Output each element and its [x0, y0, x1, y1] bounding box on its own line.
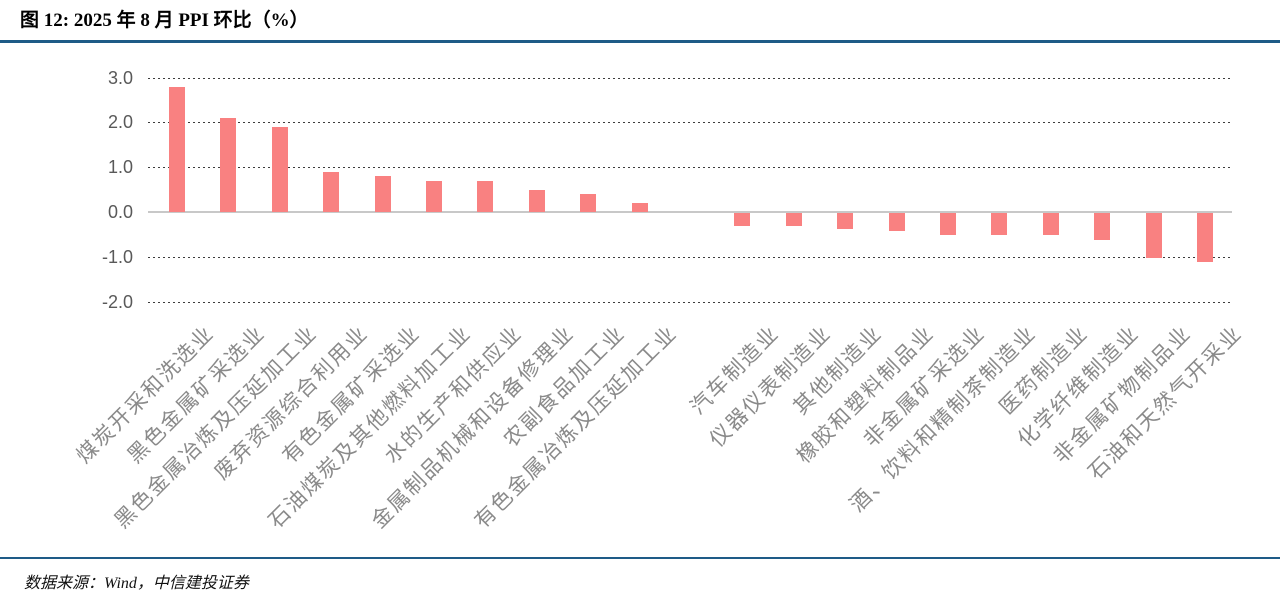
bar: [734, 213, 751, 227]
bar: [323, 171, 340, 212]
y-tick-label: -2.0: [101, 291, 133, 312]
bar: [1145, 213, 1162, 258]
y-tick-label: 1.0: [107, 157, 133, 178]
header-rule: [0, 40, 1280, 43]
figure-title: 图 12: 2025 年 8 月 PPI 环比（%）: [20, 10, 309, 31]
gridline: [148, 301, 1232, 303]
bar: [426, 180, 442, 212]
gridline: [148, 256, 1232, 258]
gridline: [148, 122, 1232, 124]
y-tick-label: -1.0: [101, 246, 133, 267]
bar: [220, 117, 237, 212]
bar: [940, 213, 956, 236]
bar: [271, 126, 288, 212]
y-tick-label: 2.0: [107, 112, 133, 133]
bar: [631, 203, 648, 212]
gridline: [148, 167, 1232, 169]
bar: [580, 194, 597, 212]
bar: [477, 180, 494, 212]
bar: [374, 176, 391, 212]
bar: [991, 213, 1008, 236]
bar: [888, 213, 905, 231]
bar: [1197, 213, 1213, 263]
bar: [1042, 213, 1059, 236]
y-tick-label: 0.0: [107, 202, 133, 222]
bar: [1094, 213, 1111, 240]
bar: [785, 213, 802, 227]
y-tick-label: 3.0: [107, 67, 133, 88]
footer-rule: [0, 557, 1280, 559]
gridline: [148, 77, 1232, 79]
bar: [528, 189, 545, 212]
data-source-note: 数据来源：Wind，中信建投证券: [24, 575, 249, 592]
bar: [169, 86, 185, 212]
bar: [837, 213, 854, 229]
zero-axis-line: [148, 211, 1232, 213]
